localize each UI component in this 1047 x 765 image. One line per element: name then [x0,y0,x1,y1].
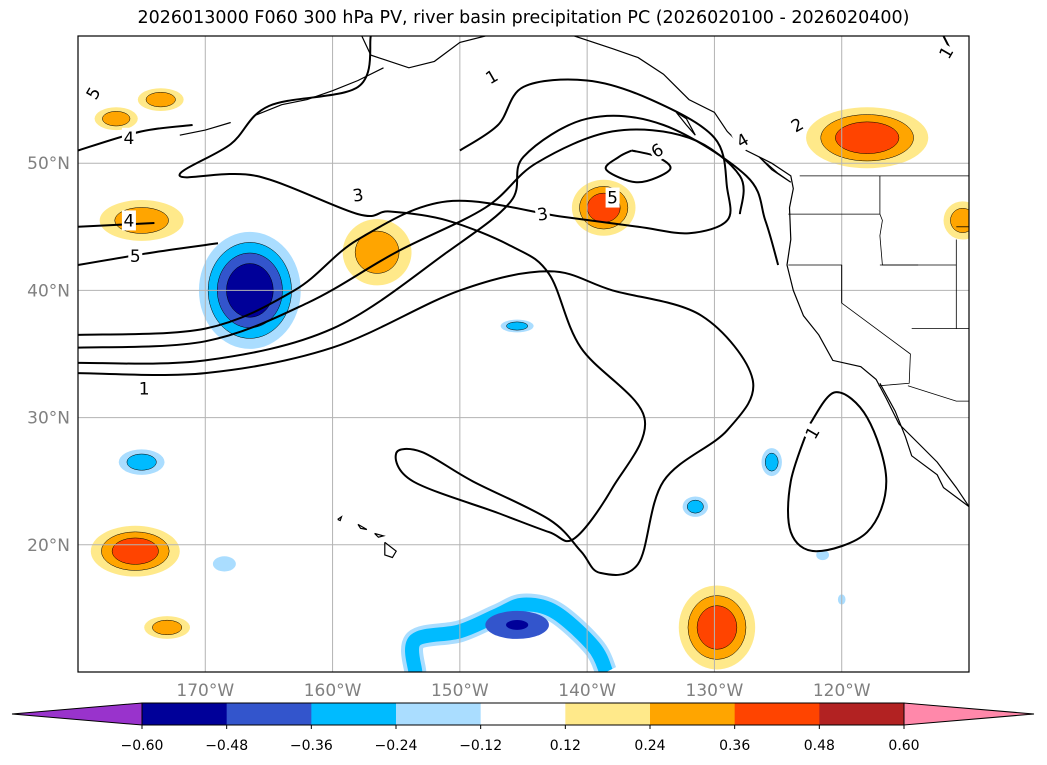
x-tick-label: 130°W [686,681,744,701]
y-tick-label: 40°N [27,281,70,301]
colorbar-swatch [226,703,312,725]
colorbar-swatch [734,703,820,725]
pv-contour-label-bg [933,41,959,64]
colorbar-tick-label: −0.48 [205,738,248,754]
pv-contour-2 [78,128,745,349]
pv-contour-9 [787,391,888,553]
colorbar-tick-label: −0.12 [459,738,502,754]
colorbar-extend-low [11,702,143,726]
precip-blob-4-level-1 [354,230,400,274]
x-tick-label: 150°W [431,681,489,701]
coastline-7 [384,541,397,559]
pv-contour-label: 4 [124,211,135,231]
pv-contour-label-bg [800,421,825,444]
colorbar-tick-label: 0.12 [550,738,581,754]
colorbar-tick-label: −0.24 [375,738,418,754]
map-title: 2026013000 F060 300 hPa PV, river basin … [137,8,910,28]
pv-contour-label-bg [121,210,136,231]
coastline-2 [879,383,969,508]
precip-ribbon-level-1 [405,597,613,672]
pv-contour-4 [78,242,219,266]
pv-contour-label-bg [786,112,809,138]
precip-blob-6-level-2 [835,121,900,154]
pv-contour-label: 1 [139,379,150,399]
x-tick-label: 140°W [558,681,616,701]
pv-contour-label-bg [128,246,143,267]
precip-blob-8-level-1 [506,321,528,331]
colorbar-tick-label: 0.60 [888,738,919,754]
political-border-3 [788,264,911,387]
colorbar: −0.60 −0.48 −0.36 −0.24 −0.12 0.12 0.24 0.36 0.4… [11,702,1035,754]
precip-ribbon-core-level-1 [506,620,529,630]
coastline-5 [255,67,384,116]
y-tick-labels: 20°N 30°N 40°N 50°N [27,154,70,556]
precip-blob-16-level-0 [816,549,830,561]
map-frame [77,35,970,673]
colorbar-swatch [142,703,228,725]
colorbar-swatch [565,703,651,725]
coastline-3 [758,156,792,183]
gridlines-layer [78,36,969,672]
precip-blob-7-level-1 [950,207,969,233]
precip-blob-1-level-1 [145,92,176,108]
coastline-6 [179,121,231,136]
y-tick-label: 30°N [27,409,70,429]
coastline-10 [374,532,386,538]
colorbar-tick-label: 0.24 [634,738,665,754]
pv-contour-label-bg [480,64,503,89]
pv-contour-label: 3 [536,204,550,225]
coastline-1 [574,36,969,507]
pv-contour-6 [78,124,193,152]
pv-contour-label: 5 [130,247,141,267]
colorbar-tick-label: 0.48 [804,738,835,754]
pv-contour-label-bg [121,127,136,148]
x-tick-labels: 170°W 160°W 150°W 140°W 130°W 120°W [176,681,870,701]
coastline-4 [675,111,696,136]
pv-contour-label: 5 [607,189,618,209]
pv-contour-3 [78,78,732,336]
precip-blob-11-level-0 [212,556,236,572]
colorbar-swatch [650,703,736,725]
precip-blob-14-level-1 [686,499,704,514]
colorbar-extend-high [903,702,1035,726]
political-border-8 [907,385,969,402]
y-tick-label: 50°N [27,154,70,174]
pv-contour-label-bg [349,184,367,206]
colorbar-tick-label: −0.60 [121,738,164,754]
pv-contour-label: 4 [124,129,135,149]
y-tick-label: 20°N [27,536,70,556]
pv-contour-label: 3 [351,185,365,206]
pv-contour-label-bg [81,82,106,105]
precip-blob-10-level-2 [111,537,159,565]
precip-blob-9-level-1 [126,453,157,471]
x-tick-label: 120°W [813,681,871,701]
precip-blob-0-level-1 [102,111,131,127]
colorbar-frame [141,702,905,726]
precip-blob-12-level-1 [152,619,183,636]
colorbar-tick-label: −0.36 [290,738,333,754]
coastline-8 [357,523,368,531]
colorbar-swatch [396,703,482,725]
coastline-layer [179,36,969,559]
pv-contour-label-bg [534,203,551,225]
pv-contour-label-bg [731,128,754,153]
colorbar-swatch [819,703,905,725]
pv-contour-label-bg [137,378,152,399]
precip-blob-15-level-1 [764,452,779,472]
pv-contour-label-bg [605,187,620,208]
x-tick-label: 170°W [176,681,234,701]
colorbar-swatch [311,703,397,725]
pv-contour-5 [78,222,155,228]
pv-contour-label-bg [646,138,669,163]
colorbar-tick-label: 0.36 [719,738,750,754]
precip-pc-fill-layer [90,88,969,672]
pv-contour-0 [78,36,755,576]
coastline-9 [337,515,343,522]
x-tick-label: 160°W [304,681,362,701]
precip-blob-13-level-2 [696,605,738,650]
colorbar-swatch [480,703,566,725]
